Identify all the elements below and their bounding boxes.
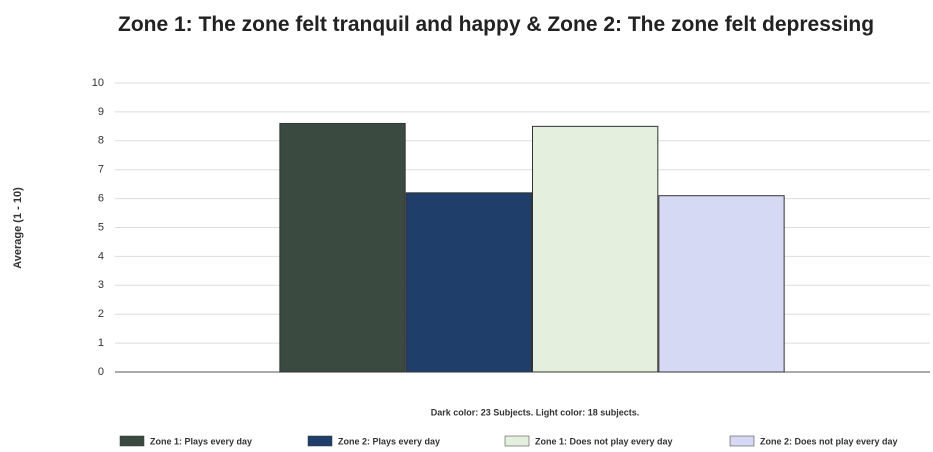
y-tick-label: 6 — [98, 193, 104, 205]
legend-swatch — [119, 435, 145, 447]
y-tick-label: 4 — [98, 250, 104, 262]
y-tick-label: 2 — [98, 308, 104, 320]
bar — [532, 125, 659, 373]
y-tick-label: 5 — [98, 221, 104, 233]
legend-label: Zone 2: Plays every day — [338, 436, 440, 446]
y-tick-label: 8 — [98, 135, 104, 147]
y-tick-label: 7 — [98, 164, 104, 176]
legend-label: Zone 1: Plays every day — [150, 436, 252, 446]
y-tick-label: 10 — [92, 77, 104, 89]
y-tick-label: 3 — [98, 279, 104, 291]
y-tick-label: 9 — [98, 106, 104, 118]
y-axis-label: Average (1 - 10) — [12, 187, 24, 269]
legend-swatch — [307, 435, 333, 447]
bar — [279, 122, 406, 373]
y-tick-label: 1 — [98, 337, 104, 349]
bar — [658, 195, 785, 373]
legend-label: Zone 1: Does not play every day — [535, 436, 673, 446]
bar — [405, 192, 532, 373]
note: Dark color: 23 Subjects. Light color: 18… — [431, 407, 640, 417]
legend-swatch — [729, 435, 755, 447]
chart-title: Zone 1: The zone felt tranquil and happy… — [118, 13, 875, 36]
legend-label: Zone 2: Does not play every day — [760, 436, 898, 446]
y-tick-label: 0 — [98, 366, 104, 378]
legend-swatch — [504, 435, 530, 447]
